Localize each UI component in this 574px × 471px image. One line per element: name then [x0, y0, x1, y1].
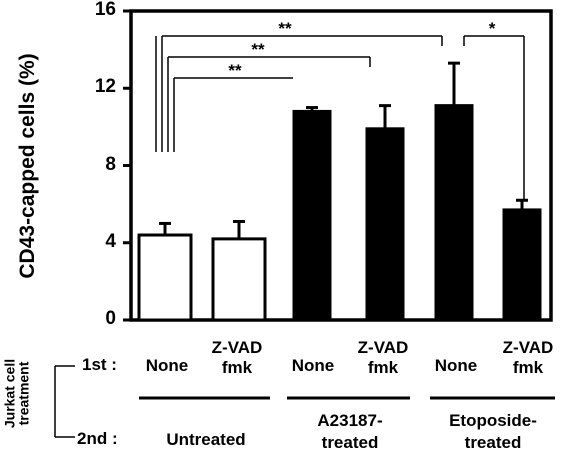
first-treatment-line: fmk [367, 358, 399, 377]
bar-5 [434, 104, 474, 322]
y-tick-label: 16 [94, 0, 116, 20]
y-tick-label: 12 [94, 76, 116, 98]
significance-label: ** [228, 61, 242, 80]
first-treatment-line: Z-VAD [502, 338, 554, 357]
second-treatment-label: A23187- treated [290, 410, 410, 454]
bar-3 [292, 109, 332, 322]
significance-label: ** [278, 19, 292, 38]
first-treatment-label: Z-VAD fmk [197, 338, 277, 378]
first-treatment-line: fmk [221, 358, 253, 377]
first-treatment-line: None [291, 356, 335, 375]
significance-label: ** [251, 40, 265, 59]
y-tick-label: 4 [105, 230, 116, 252]
second-treatment-line: treated [464, 433, 522, 452]
first-treatment-label: None [416, 356, 496, 376]
first-row-label: 1st : [82, 355, 117, 374]
first-treatment-label: None [127, 356, 207, 376]
first-treatment-label: Z-VAD fmk [488, 338, 568, 378]
bar-6 [502, 208, 542, 322]
first-treatment-line: fmk [512, 358, 544, 377]
second-treatment-line: treated [321, 433, 379, 452]
second-row-label: 2nd : [77, 429, 118, 448]
first-treatment-line: Z-VAD [357, 338, 409, 357]
bar-2 [211, 237, 267, 322]
y-tick-label: 0 [105, 308, 116, 329]
significance-label: * [489, 19, 496, 38]
first-treatment-line: None [434, 356, 478, 375]
second-treatment-label: Etoposide-treated [433, 410, 553, 454]
bar-4 [365, 127, 405, 322]
first-treatment-line: None [145, 356, 189, 375]
bar-1 [137, 233, 193, 322]
first-treatment-line: Z-VAD [211, 338, 263, 357]
y-axis-label: CD43-capped cells (%) [16, 53, 39, 279]
row-title-line2: treatment [15, 361, 32, 426]
second-treatment-line: A23187- [317, 411, 383, 430]
second-treatment-line: Etoposide- [449, 411, 537, 430]
first-treatment-label: None [273, 356, 353, 376]
y-tick-label: 8 [105, 153, 116, 175]
second-treatment-line: Untreated [166, 430, 246, 449]
plot-area: ******* [54, 9, 555, 438]
first-treatment-label: Z-VAD fmk [343, 338, 423, 378]
second-treatment-label: Untreated [146, 429, 266, 451]
